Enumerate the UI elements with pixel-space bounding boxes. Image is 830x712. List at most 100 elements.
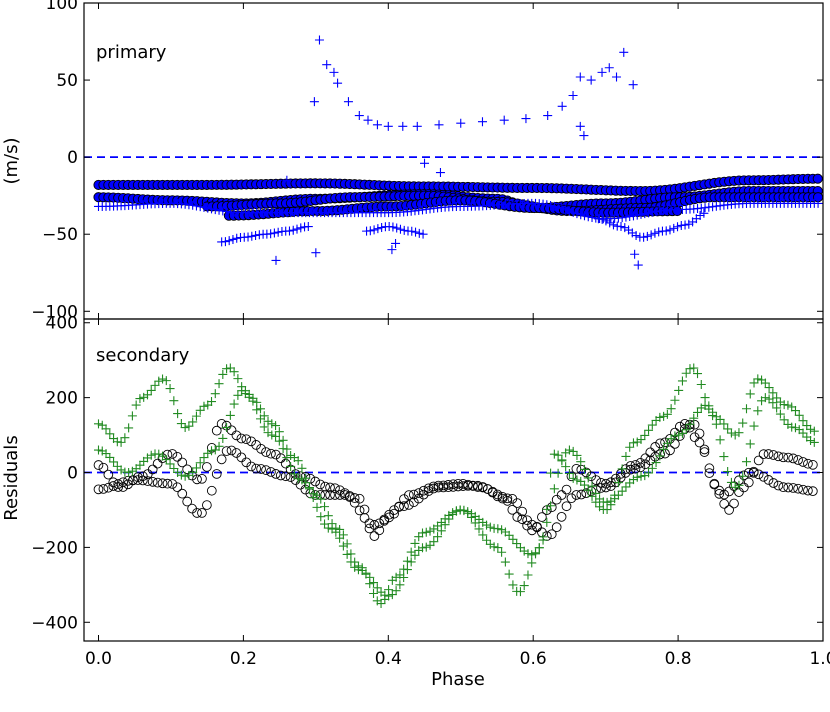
data-point	[282, 453, 292, 463]
data-point	[433, 482, 444, 493]
data-point	[263, 428, 273, 438]
data-point	[169, 396, 179, 406]
data-point	[123, 475, 133, 486]
data-point	[723, 467, 733, 477]
data-point	[532, 521, 542, 532]
axes	[83, 2, 824, 642]
data-point	[388, 222, 398, 232]
data-point	[635, 462, 646, 473]
data-point	[647, 207, 657, 217]
data-point	[295, 479, 306, 490]
data-point	[616, 222, 626, 232]
data-point	[632, 472, 642, 482]
data-point	[790, 423, 800, 433]
data-point	[373, 224, 383, 234]
data-point	[571, 463, 582, 474]
data-point	[105, 429, 115, 439]
y-axis-label-top: (m/s)	[1, 137, 22, 184]
data-point	[124, 467, 134, 477]
data-point	[374, 525, 385, 536]
data-point	[303, 222, 313, 232]
data-point	[329, 67, 339, 77]
data-point	[631, 231, 641, 241]
data-point	[451, 506, 461, 516]
data-point	[468, 480, 478, 491]
data-point	[748, 467, 759, 478]
data-point	[497, 491, 508, 502]
data-point	[169, 463, 179, 473]
data-point	[665, 445, 675, 456]
data-point	[314, 35, 324, 45]
data-point	[266, 448, 276, 459]
data-point	[813, 198, 823, 208]
data-point	[699, 208, 709, 218]
data-point	[497, 547, 507, 557]
data-point	[788, 453, 799, 464]
data-point	[670, 431, 680, 441]
data-point	[693, 407, 703, 417]
data-point	[745, 389, 755, 399]
data-point	[662, 438, 672, 448]
data-point	[259, 422, 269, 432]
data-point	[118, 482, 128, 492]
data-point	[210, 205, 220, 215]
data-point	[188, 467, 198, 477]
data-point	[743, 467, 754, 478]
data-point	[172, 451, 183, 462]
data-point	[809, 437, 819, 447]
data-point	[192, 508, 202, 518]
data-point	[670, 395, 680, 405]
data-point	[180, 423, 190, 433]
data-point	[763, 475, 774, 485]
y-tick-label: −400	[31, 613, 78, 633]
data-point	[316, 512, 326, 522]
data-point	[195, 405, 205, 415]
data-point	[628, 438, 638, 448]
data-point	[571, 490, 582, 500]
data-point	[669, 223, 679, 233]
data-point	[391, 586, 401, 596]
data-point	[512, 512, 523, 522]
data-point	[531, 549, 541, 559]
data-point	[597, 214, 607, 224]
data-point	[591, 475, 601, 485]
series-open-circle	[93, 418, 818, 541]
data-point	[142, 469, 153, 479]
data-point	[654, 227, 664, 237]
data-point	[564, 445, 574, 455]
data-point	[549, 484, 559, 494]
data-point	[724, 486, 734, 497]
data-point	[252, 405, 262, 415]
data-point	[197, 508, 207, 518]
data-point	[477, 117, 487, 127]
data-point	[214, 205, 224, 215]
data-point	[312, 502, 322, 512]
data-point	[808, 486, 818, 496]
data-point	[587, 481, 597, 491]
data-point	[579, 480, 589, 490]
data-point	[418, 485, 429, 496]
data-point	[316, 494, 326, 504]
data-point	[768, 398, 778, 408]
data-point	[182, 464, 193, 475]
data-point	[696, 403, 706, 413]
data-point	[420, 158, 430, 168]
data-point	[146, 450, 156, 460]
data-point	[135, 394, 145, 404]
data-point	[711, 419, 721, 429]
data-point	[157, 478, 168, 489]
data-point	[108, 481, 119, 491]
data-point	[612, 72, 622, 82]
data-point	[438, 482, 449, 493]
data-point	[274, 436, 284, 446]
data-point	[561, 462, 571, 472]
data-point	[581, 467, 592, 478]
data-point	[150, 380, 160, 390]
data-point	[361, 568, 371, 578]
data-point	[583, 473, 593, 483]
data-point	[369, 520, 380, 530]
data-point	[263, 416, 273, 426]
data-point	[723, 424, 733, 434]
data-point	[591, 488, 601, 498]
data-point	[768, 450, 779, 460]
